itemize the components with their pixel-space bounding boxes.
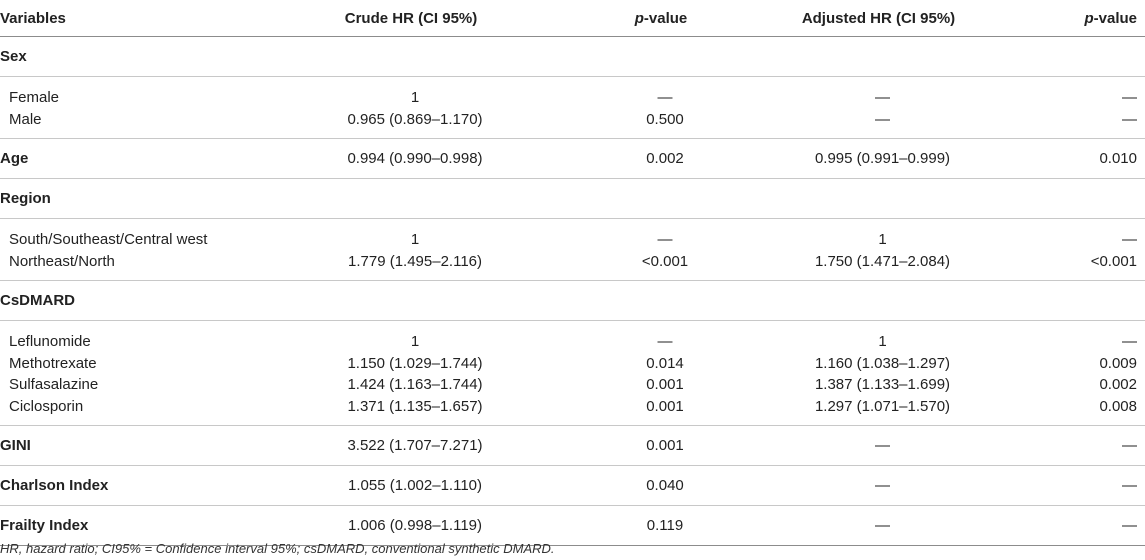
adjusted-hr-cell: 1.387 (1.133–1.699) bbox=[814, 376, 951, 394]
p-value-cell: — bbox=[1015, 465, 1145, 506]
table-row: Leflunomide 1 — 1 — bbox=[0, 331, 1145, 353]
header-p-value-adjusted: p-value bbox=[1015, 0, 1145, 37]
adjusted-hr-cell: — bbox=[875, 89, 890, 107]
p-value-cell: — bbox=[657, 333, 673, 351]
crude-hr-cell: 1 bbox=[410, 89, 420, 107]
table-row: Methotrexate 1.150 (1.029–1.744) 0.014 1… bbox=[0, 353, 1145, 375]
row-label: Leflunomide bbox=[9, 333, 91, 351]
adjusted-hr-cell: — bbox=[750, 465, 1015, 506]
adjusted-hr-cell: 1 bbox=[878, 333, 887, 351]
crude-hr-cell: 1.006 (0.998–1.119) bbox=[250, 505, 580, 546]
p-value-cell: 0.002 bbox=[580, 138, 750, 179]
header-p-value-crude: p-value bbox=[580, 0, 750, 37]
row-label: South/Southeast/Central west bbox=[9, 231, 208, 249]
table-row: Female 1 — — — bbox=[0, 87, 1145, 109]
header-adjusted-hr: Adjusted HR (CI 95%) bbox=[750, 0, 1015, 37]
adjusted-hr-cell: — bbox=[875, 110, 890, 128]
header-p-italic: p bbox=[634, 9, 644, 27]
table-footnote: HR, hazard ratio; CI95% = Confidence int… bbox=[0, 541, 555, 556]
hazard-ratio-table: Variables Crude HR (CI 95%) p-value Adju… bbox=[0, 0, 1145, 546]
p-value-cell: 0.002 bbox=[1099, 376, 1137, 394]
header-p-rest: -value bbox=[643, 9, 688, 27]
p-value-cell: <0.001 bbox=[1090, 252, 1137, 270]
p-value-cell: 0.001 bbox=[646, 397, 684, 415]
table-row: Northeast/North 1.779 (1.495–2.116) <0.0… bbox=[0, 251, 1145, 273]
row-label: Ciclosporin bbox=[9, 397, 84, 415]
crude-hr-cell: 1.150 (1.029–1.744) bbox=[347, 354, 483, 372]
row-label: Frailty Index bbox=[0, 505, 250, 546]
table-row: GINI 3.522 (1.707–7.271) 0.001 — — bbox=[0, 425, 1145, 466]
crude-hr-cell: 3.522 (1.707–7.271) bbox=[250, 425, 580, 466]
table-row: Ciclosporin 1.371 (1.135–1.657) 0.001 1.… bbox=[0, 396, 1145, 418]
row-label: Methotrexate bbox=[9, 354, 97, 372]
header-crude-hr: Crude HR (CI 95%) bbox=[250, 0, 580, 37]
p-value-cell: — bbox=[1122, 333, 1137, 351]
p-value-cell: 0.001 bbox=[646, 376, 684, 394]
row-label: Age bbox=[0, 138, 250, 179]
row-label: Northeast/North bbox=[9, 252, 115, 270]
crude-hr-cell: 0.965 (0.869–1.170) bbox=[347, 110, 483, 128]
p-value-cell: — bbox=[1015, 505, 1145, 546]
p-value-cell: — bbox=[1122, 89, 1137, 107]
crude-hr-cell: 1.424 (1.163–1.744) bbox=[347, 376, 483, 394]
table-row: Age 0.994 (0.990–0.998) 0.002 0.995 (0.9… bbox=[0, 138, 1145, 179]
group-row-csdmard: CsDMARD bbox=[0, 280, 1145, 321]
table-row: South/Southeast/Central west 1 — 1 — bbox=[0, 229, 1145, 251]
p-value-cell: 0.119 bbox=[580, 505, 750, 546]
crude-hr-cell: 1 bbox=[410, 333, 420, 351]
row-label: GINI bbox=[0, 425, 250, 466]
p-value-cell: 0.014 bbox=[646, 354, 684, 372]
crude-hr-cell: 1.779 (1.495–2.116) bbox=[348, 252, 482, 270]
group-label: CsDMARD bbox=[0, 280, 250, 321]
table-row: Male 0.965 (0.869–1.170) 0.500 — — bbox=[0, 109, 1145, 131]
adjusted-hr-cell: 1.160 (1.038–1.297) bbox=[814, 354, 951, 372]
p-value-cell: — bbox=[1015, 425, 1145, 466]
group-label: Sex bbox=[0, 36, 250, 77]
adjusted-hr-cell: 1.297 (1.071–1.570) bbox=[814, 397, 951, 415]
header-variables: Variables bbox=[0, 0, 250, 37]
group-row-region: Region bbox=[0, 178, 1145, 219]
row-label: Charlson Index bbox=[0, 465, 250, 506]
adjusted-hr-cell: 0.995 (0.991–0.999) bbox=[750, 138, 1015, 179]
p-value-cell: — bbox=[1122, 110, 1137, 128]
p-value-cell: — bbox=[657, 231, 673, 249]
p-value-cell: 0.010 bbox=[1015, 138, 1145, 179]
group-label: Region bbox=[0, 178, 250, 219]
row-label: Male bbox=[9, 110, 42, 128]
adjusted-hr-cell: — bbox=[750, 505, 1015, 546]
crude-hr-cell: 1 bbox=[410, 231, 420, 249]
table-row: Sulfasalazine 1.424 (1.163–1.744) 0.001 … bbox=[0, 374, 1145, 396]
table-row: Frailty Index 1.006 (0.998–1.119) 0.119 … bbox=[0, 505, 1145, 546]
table-header-row: Variables Crude HR (CI 95%) p-value Adju… bbox=[0, 0, 1145, 37]
group-row-sex: Sex bbox=[0, 36, 1145, 77]
adjusted-hr-cell: 1.750 (1.471–2.084) bbox=[814, 252, 951, 270]
p-value-cell: <0.001 bbox=[641, 252, 689, 270]
table-row: Charlson Index 1.055 (1.002–1.110) 0.040… bbox=[0, 465, 1145, 506]
row-label: Sulfasalazine bbox=[9, 376, 99, 394]
p-value-cell: 0.009 bbox=[1099, 354, 1137, 372]
row-label: Female bbox=[9, 89, 60, 107]
p-value-cell: 0.500 bbox=[646, 110, 684, 128]
crude-hr-cell: 1.055 (1.002–1.110) bbox=[250, 465, 580, 506]
crude-hr-cell: 1.371 (1.135–1.657) bbox=[347, 397, 483, 415]
adjusted-hr-cell: — bbox=[750, 425, 1015, 466]
header-p-rest: -value bbox=[1093, 9, 1137, 27]
crude-hr-cell: 0.994 (0.990–0.998) bbox=[250, 138, 580, 179]
p-value-cell: — bbox=[1122, 231, 1137, 249]
p-value-cell: 0.001 bbox=[580, 425, 750, 466]
p-value-cell: 0.040 bbox=[580, 465, 750, 506]
p-value-cell: 0.008 bbox=[1099, 397, 1137, 415]
p-value-cell: — bbox=[657, 89, 673, 107]
adjusted-hr-cell: 1 bbox=[878, 231, 887, 249]
header-p-italic: p bbox=[1084, 9, 1094, 27]
